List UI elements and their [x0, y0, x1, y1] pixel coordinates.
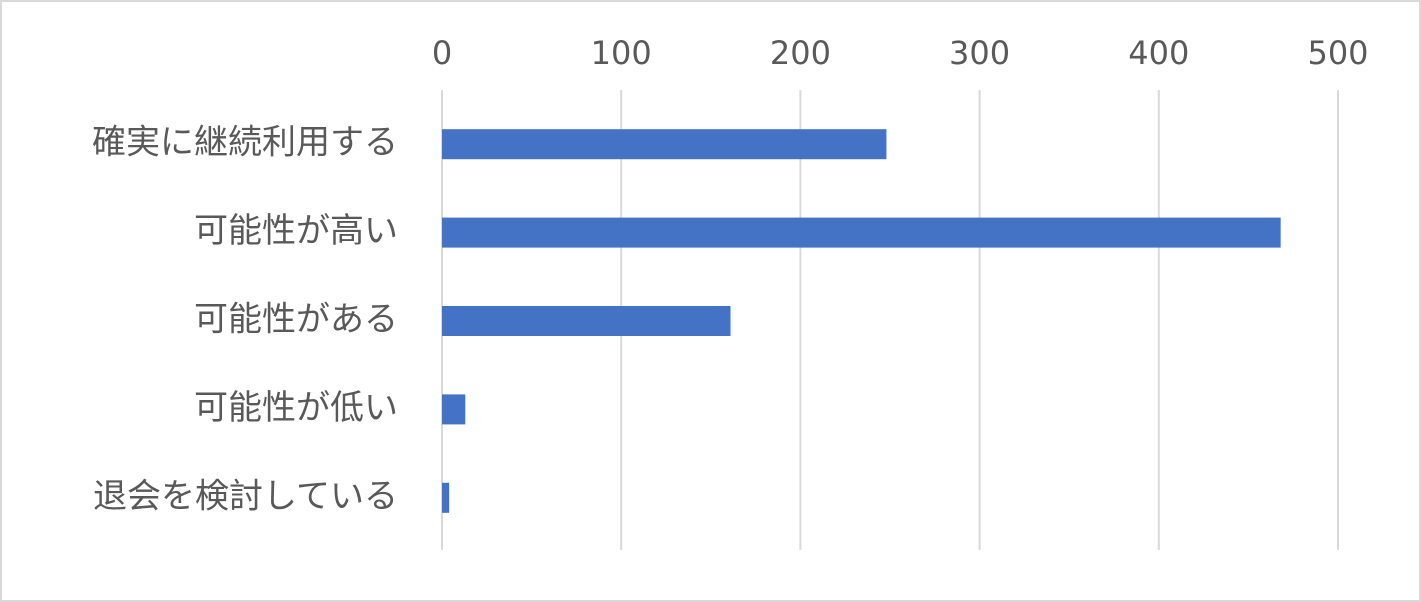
x-tick-label: 400 — [1128, 34, 1189, 72]
bar — [442, 482, 450, 513]
x-tick-label: 0 — [432, 34, 452, 72]
y-tick-label: 可能性がある — [194, 300, 398, 340]
bar — [442, 306, 731, 336]
y-tick-label: 確実に継続利用する — [92, 123, 398, 163]
x-tick-label: 300 — [949, 34, 1010, 72]
y-tick-label: 可能性が高い — [194, 211, 398, 251]
y-tick-label: 退会を検討している — [93, 476, 398, 516]
x-tick-label: 100 — [591, 34, 652, 72]
bar — [442, 394, 466, 425]
bar — [442, 217, 1281, 248]
y-tick-label: 可能性が低い — [194, 388, 398, 428]
bar — [442, 129, 887, 160]
x-tick-label: 200 — [770, 34, 831, 72]
x-tick-label: 500 — [1307, 34, 1368, 72]
